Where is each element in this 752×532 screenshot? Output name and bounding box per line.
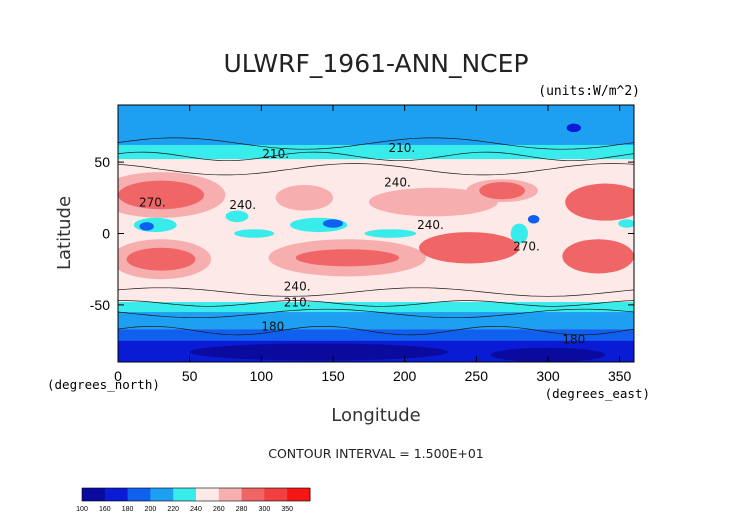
north-africa-hot [118,180,204,210]
contour-interval-note: CONTOUR INTERVAL = 1.500E+01 [268,446,484,461]
amazon-core [527,214,540,224]
band-south-ocean [118,329,634,341]
band-north-polar [118,105,634,145]
colorbar-swatch [104,488,129,501]
contour-line [118,137,634,150]
plot-area: 210. 210.240.270. 240.240.240.210.18018027… [118,105,634,362]
x-tick-label: 250 [465,368,489,384]
colorbar-swatch [127,488,151,501]
contour-label: 180 [562,332,585,346]
x-axis-label: Longitude [331,405,421,426]
x-unit-note: (degrees_east) [545,386,650,401]
amazon-convective [510,223,528,244]
colorbar-level-label: 100 [76,506,88,513]
colorbar-swatch [218,488,243,501]
x-tick-label: 300 [536,368,560,384]
north-pacific-warm [368,187,498,217]
colorbar-swatch [173,488,197,501]
contour-label: 210. [262,147,289,161]
x-tick-label: 0 [114,368,122,384]
contour-line [118,300,634,307]
colorbar-level-label: 160 [99,506,111,513]
y-tick-label: -50 [90,297,110,313]
contour-label: 210. [284,295,311,309]
colorbar: 100 160 180 200 220 240 260 280 300 350 [76,487,311,513]
colorbar-swatch [196,488,220,501]
colorbar-level-label: 260 [213,506,225,513]
contour-label: 180 [261,320,284,334]
y-axis: -50 0 50 [90,154,634,313]
bay-of-bengal-convective [225,210,249,223]
south-pacific-hot [295,249,399,267]
x-tick-label: 100 [250,368,274,384]
antarctic-core-east [490,347,606,362]
chart-title: ULWRF_1961-ANN_NCEP [223,49,528,78]
y-tick-label: 0 [102,226,110,242]
colorbar-swatch [241,488,265,501]
greenland-low [566,123,581,133]
central-pacific-convective [364,229,417,238]
atlantic-north-hot [479,182,526,200]
indian-ocean-core [139,222,154,231]
africa-convective [618,219,634,228]
mid-atlantic-hot [565,183,634,221]
band-north-mid [118,144,634,160]
colorbar-level-label: 240 [190,506,202,513]
contour-line [118,325,634,336]
contour-line [118,287,634,297]
contour-label: 240. [284,280,311,294]
antarctic-core-west [189,343,448,361]
warm-pool-core [322,219,344,228]
colorbar-level-label: 180 [122,506,134,513]
colorbar-frame [81,487,311,502]
band-south-mid [118,302,634,313]
contour-label: 210. [388,141,415,155]
colorbar-level-label: 280 [236,506,248,513]
colorbar-swatch [264,488,288,501]
contour-label: 240. [417,218,444,232]
south-atlantic-hot [562,239,634,274]
y-axis-label: Latitude [54,196,75,270]
colorbar-swatch [82,488,106,501]
colorbar-level-label: 220 [167,506,179,513]
y-unit-note: (degrees_north) [47,377,160,392]
contour-label: 240. [229,198,256,212]
contour-line [118,151,634,162]
band-south-temperate [118,290,634,303]
y-tick-label: 50 [94,154,110,170]
band-north-temperate [118,159,634,171]
units-label: (units:W/m^2) [538,84,640,99]
contour-line [118,163,634,176]
south-indian-hot [126,247,196,271]
colorbar-swatch [150,488,174,501]
contour-label: 270. [513,240,540,254]
contour-line [118,308,634,319]
x-axis: 0 50 100 150 200 250 300 350 [114,105,632,384]
colorbar-level-label: 300 [259,506,271,513]
east-pacific-hot [419,232,520,264]
x-tick-label: 200 [393,368,417,384]
band-south-subpolar [118,312,634,330]
contour-label: 240. [384,175,411,189]
contour-label: 270. [139,195,166,209]
x-tick-label: 150 [321,368,345,384]
colorbar-level-label: 350 [281,506,293,513]
colorbar-level-label: 200 [145,506,157,513]
x-tick-label: 350 [608,368,632,384]
x-tick-label: 50 [182,368,198,384]
maritime-convective-a [234,229,275,238]
colorbar-swatch [287,488,311,501]
east-asia-warm [275,184,334,211]
